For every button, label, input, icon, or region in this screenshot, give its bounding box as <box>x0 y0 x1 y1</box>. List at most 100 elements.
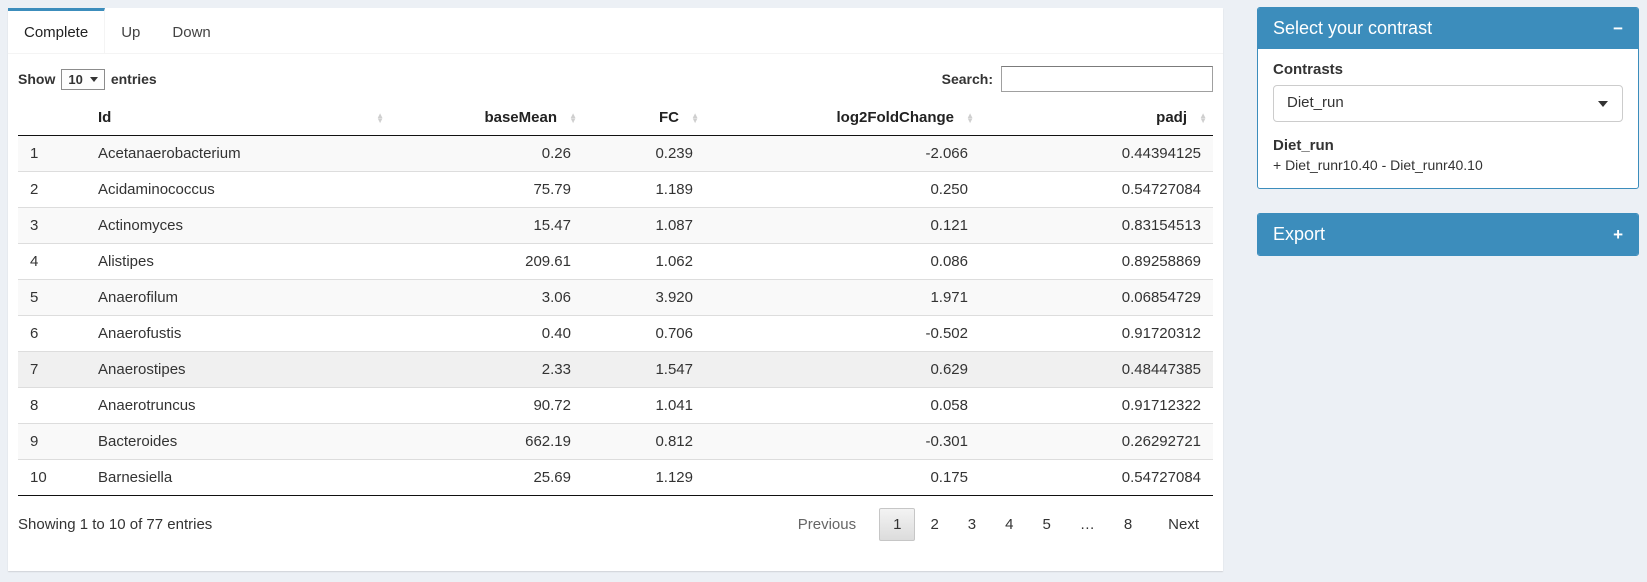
column-header-padj[interactable]: padj <box>980 100 1213 136</box>
pagination-pages: 1 2 3 4 5 … 8 <box>878 508 1146 541</box>
row-fc: 3.920 <box>583 279 705 316</box>
row-basemean: 15.47 <box>390 207 583 244</box>
contrast-select[interactable]: Diet_run <box>1273 85 1623 122</box>
row-basemean: 209.61 <box>390 243 583 280</box>
column-header-log2foldchange-label: log2FoldChange <box>836 109 955 126</box>
page-button[interactable]: 8 <box>1123 516 1133 533</box>
show-label: Show <box>18 71 56 87</box>
row-padj: 0.48447385 <box>980 351 1213 388</box>
collapse-plus-icon[interactable]: + <box>1613 225 1623 244</box>
contrast-detail: Diet_run + Diet_runr10.40 - Diet_runr40.… <box>1273 137 1623 173</box>
row-id: Actinomyces <box>86 207 390 244</box>
sort-icon[interactable] <box>966 113 974 123</box>
row-fc: 1.062 <box>583 243 705 280</box>
export-box-title: Export <box>1273 224 1326 244</box>
row-id: Anaerofilum <box>86 279 390 316</box>
row-fc: 1.189 <box>583 171 705 208</box>
contrast-box: Select your contrast − Contrasts Diet_ru… <box>1257 7 1639 189</box>
page-length-select[interactable]: 10 <box>61 68 105 90</box>
row-basemean: 75.79 <box>390 171 583 208</box>
export-box-header: Export + <box>1258 214 1638 255</box>
row-basemean: 25.69 <box>390 459 583 496</box>
row-id: Alistipes <box>86 243 390 280</box>
row-basemean: 0.40 <box>390 315 583 352</box>
column-header-padj-label: padj <box>1156 109 1187 126</box>
table-info: Showing 1 to 10 of 77 entries <box>18 516 213 533</box>
tab-complete[interactable]: Complete <box>8 8 106 53</box>
pagination: Previous 1 2 3 4 5 … 8 Next <box>783 508 1213 541</box>
table-row[interactable]: 3 Actinomyces 15.47 1.087 0.121 0.831545… <box>18 207 1213 244</box>
table-row[interactable]: 7 Anaerostipes 2.33 1.547 0.629 0.484473… <box>18 351 1213 388</box>
contrast-box-header: Select your contrast − <box>1258 8 1638 49</box>
row-id: Acetanaerobacterium <box>98 145 241 162</box>
column-header-basemean[interactable]: baseMean <box>390 100 583 136</box>
row-padj: 0.06854729 <box>980 279 1213 316</box>
page-button[interactable]: 4 <box>1005 516 1014 533</box>
row-basemean: 3.06 <box>390 279 583 316</box>
tab-up[interactable]: Up <box>105 8 156 53</box>
search-input[interactable] <box>1001 66 1213 92</box>
row-padj: 0.26292721 <box>980 423 1213 460</box>
row-fc: 0.239 <box>655 145 693 162</box>
table-row[interactable]: 9 Bacteroides 662.19 0.812 -0.301 0.2629… <box>18 423 1213 460</box>
column-header-fc[interactable]: FC <box>583 100 705 136</box>
tab-bar: Complete Up Down <box>8 8 1223 54</box>
row-log2foldchange: -0.301 <box>705 423 980 460</box>
row-padj: 0.54727084 <box>980 171 1213 208</box>
contrast-box-title: Select your contrast <box>1273 18 1433 38</box>
contrast-detail-title: Diet_run <box>1273 137 1334 154</box>
row-id: Anaerofustis <box>86 315 390 352</box>
row-index: 7 <box>18 351 86 388</box>
row-fc: 1.041 <box>583 387 705 424</box>
search-control: Search: <box>942 66 1213 92</box>
row-basemean: 90.72 <box>390 387 583 424</box>
select-dropdown-arrow-icon <box>89 76 98 82</box>
sort-icon[interactable] <box>569 113 577 123</box>
sort-icon[interactable] <box>376 113 384 123</box>
table-row[interactable]: 1 Acetanaerobacterium 0.26 0.239 -2.066 … <box>18 135 1213 172</box>
row-id: Barnesiella <box>86 459 390 496</box>
collapse-minus-icon[interactable]: − <box>1613 19 1623 38</box>
page-button[interactable]: 2 <box>930 516 939 533</box>
page-length-control: Show 10 entries <box>18 68 157 90</box>
table-row[interactable]: 8 Anaerotruncus 90.72 1.041 0.058 0.9171… <box>18 387 1213 424</box>
previous-page-button[interactable]: Previous <box>797 516 857 533</box>
row-index: 2 <box>18 171 86 208</box>
row-fc: 1.547 <box>583 351 705 388</box>
row-fc: 1.087 <box>583 207 705 244</box>
column-header-id-label: Id <box>98 109 112 126</box>
sort-icon[interactable] <box>1199 113 1207 123</box>
row-id: Anaerostipes <box>86 351 390 388</box>
row-log2foldchange: -2.066 <box>925 145 968 162</box>
row-log2foldchange: -0.502 <box>705 315 980 352</box>
column-header-id[interactable]: Id <box>86 100 390 136</box>
row-fc: 1.129 <box>583 459 705 496</box>
row-basemean: 0.26 <box>541 145 571 162</box>
sort-icon[interactable] <box>691 113 699 123</box>
row-padj: 0.54727084 <box>980 459 1213 496</box>
table-row[interactable]: 2 Acidaminococcus 75.79 1.189 0.250 0.54… <box>18 171 1213 208</box>
tab-down[interactable]: Down <box>156 8 226 53</box>
entries-label: entries <box>110 71 157 87</box>
table-row[interactable]: 10 Barnesiella 25.69 1.129 0.175 0.54727… <box>18 459 1213 496</box>
table-row[interactable]: 4 Alistipes 209.61 1.062 0.086 0.8925886… <box>18 243 1213 280</box>
row-index: 1 <box>30 145 39 162</box>
next-page-button[interactable]: Next <box>1168 516 1199 533</box>
page-button[interactable]: 1 <box>879 508 916 541</box>
row-padj: 0.44394125 <box>1121 145 1201 162</box>
search-label: Search: <box>941 71 993 87</box>
row-log2foldchange: 0.250 <box>705 171 980 208</box>
row-log2foldchange: 0.121 <box>705 207 980 244</box>
row-index: 3 <box>18 207 86 244</box>
page-button[interactable]: 3 <box>967 516 977 533</box>
column-header-log2foldchange[interactable]: log2FoldChange <box>705 100 980 136</box>
row-index: 9 <box>18 423 86 460</box>
contrast-box-body: Contrasts Diet_run Diet_run + Diet_runr1… <box>1258 49 1638 188</box>
row-log2foldchange: 1.971 <box>705 279 980 316</box>
row-index: 4 <box>18 243 86 280</box>
table-body: 1 Acetanaerobacterium 0.26 0.239 -2.066 … <box>18 135 1213 496</box>
page-button[interactable]: 5 <box>1042 516 1051 533</box>
table-row[interactable]: 5 Anaerofilum 3.06 3.920 1.971 0.0685472… <box>18 279 1213 316</box>
column-header-fc-label: FC <box>659 109 679 126</box>
table-row[interactable]: 6 Anaerofustis 0.40 0.706 -0.502 0.91720… <box>18 315 1213 352</box>
